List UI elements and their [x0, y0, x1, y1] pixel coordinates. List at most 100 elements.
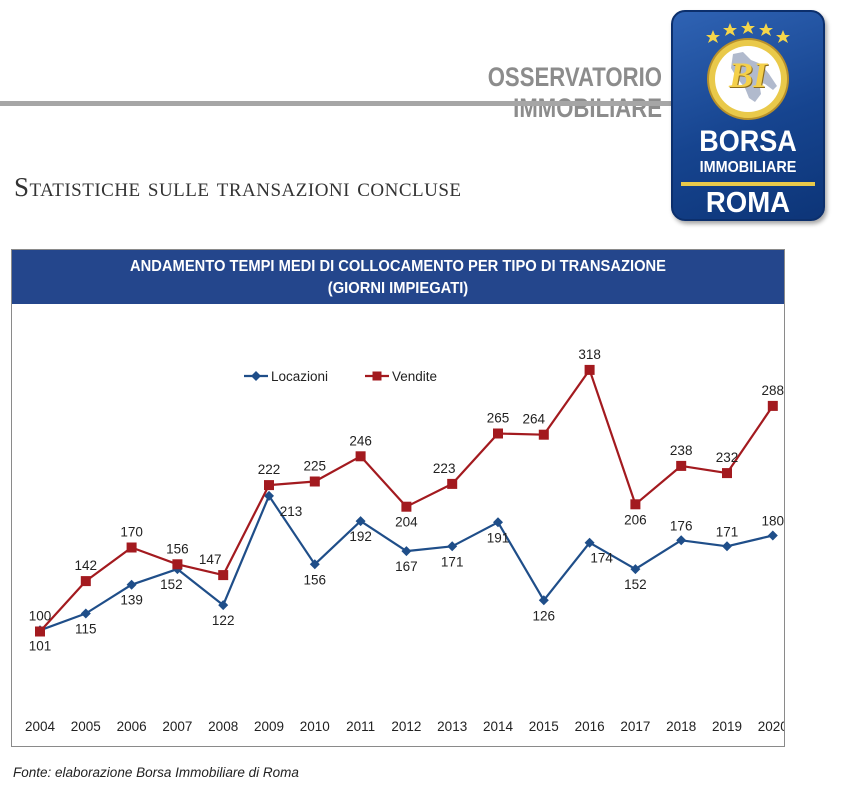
data-point-vendite: [401, 501, 412, 512]
data-point-locazioni: [447, 541, 458, 552]
data-point-locazioni: [722, 541, 732, 552]
data-label-locazioni: 152: [160, 577, 183, 592]
data-point-locazioni: [630, 564, 641, 575]
data-label-vendite: 288: [762, 383, 784, 398]
data-label-locazioni: 139: [120, 593, 143, 608]
data-label-locazioni: 191: [487, 530, 510, 545]
legend-marker-locazioni: [251, 371, 261, 381]
x-tick-label: 2012: [391, 719, 421, 734]
data-label-locazioni: 101: [29, 638, 52, 653]
data-point-vendite: [630, 499, 641, 510]
data-label-vendite: 238: [670, 443, 693, 458]
logo-line-borsa: BORSA: [699, 125, 797, 158]
x-tick-label: 2008: [208, 719, 238, 734]
data-point-vendite: [538, 429, 549, 440]
data-point-vendite: [676, 460, 687, 471]
page-header-title: OSSERVATORIO IMMOBILIARE: [487, 62, 662, 123]
data-point-locazioni: [126, 579, 137, 590]
logo-monogram: BI: [728, 55, 768, 95]
data-label-vendite: 170: [120, 525, 143, 540]
data-point-locazioni: [767, 530, 778, 541]
x-tick-label: 2005: [71, 719, 101, 734]
header-rule: [0, 101, 672, 106]
data-label-locazioni: 174: [590, 551, 613, 566]
x-tick-label: 2007: [162, 719, 192, 734]
data-point-vendite: [126, 542, 137, 553]
x-tick-label: 2006: [117, 719, 147, 734]
data-label-vendite: 156: [166, 541, 189, 556]
data-point-vendite: [355, 451, 366, 462]
data-label-vendite: 264: [523, 412, 546, 427]
line-chart: 2004 2005 2006 2007 2008 2009 2010 2011 2012 2013…: [25, 347, 784, 734]
data-point-vendite: [264, 480, 274, 491]
source-note: Fonte: elaborazione Borsa Immobiliare di…: [13, 765, 299, 780]
data-label-locazioni: 213: [280, 504, 303, 519]
legend-label-locazioni: Locazioni: [271, 369, 328, 384]
x-tick-label: 2010: [300, 719, 330, 734]
data-label-vendite: 204: [395, 515, 418, 530]
data-label-locazioni: 171: [716, 524, 739, 539]
logo-emblem-icon: [706, 21, 790, 120]
data-label-locazioni: 156: [304, 572, 327, 587]
data-point-locazioni: [355, 516, 366, 527]
chart-subtitle: (GIORNI IMPIEGATI): [327, 280, 469, 297]
x-tick-label: 2004: [25, 719, 56, 734]
data-point-locazioni: [309, 559, 320, 570]
x-tick-label: 2016: [575, 719, 605, 734]
data-point-locazioni: [493, 517, 503, 528]
data-label-vendite: 100: [29, 609, 52, 624]
data-point-vendite: [35, 626, 45, 637]
chart-panel: ANDAMENTO TEMPI MEDI DI COLLOCAMENTO PER…: [11, 249, 785, 747]
data-point-vendite: [722, 468, 732, 479]
data-label-locazioni: 167: [395, 559, 418, 574]
chart-title: ANDAMENTO TEMPI MEDI DI COLLOCAMENTO PER…: [130, 258, 666, 275]
data-point-vendite: [80, 576, 91, 587]
x-tick-label: 2017: [620, 719, 650, 734]
data-point-locazioni: [538, 595, 549, 606]
data-label-locazioni: 171: [441, 554, 464, 569]
borsa-immobiliare-logo: BI BORSA IMMOBILIARE ROMA: [671, 10, 825, 221]
data-label-locazioni: 122: [212, 613, 235, 628]
x-tick-label: 2009: [254, 719, 284, 734]
section-title: Statistiche sulle transazioni concluse: [14, 172, 462, 202]
data-label-vendite: 318: [578, 347, 601, 362]
data-label-vendite: 223: [433, 461, 456, 476]
data-label-vendite: 142: [75, 558, 98, 573]
x-tick-label: 2015: [529, 719, 559, 734]
data-label-vendite: 206: [624, 512, 647, 527]
data-label-vendite: 147: [199, 552, 222, 567]
x-tick-label: 2019: [712, 719, 742, 734]
legend-marker-vendite: [372, 371, 382, 381]
data-point-vendite: [493, 428, 503, 439]
data-label-vendite: 222: [258, 462, 281, 477]
data-point-vendite: [767, 400, 778, 411]
data-point-locazioni: [676, 535, 687, 546]
data-point-vendite: [447, 478, 458, 489]
data-point-locazioni: [584, 537, 595, 548]
logo-gold-band: [681, 182, 815, 186]
series-line-vendite: [39, 368, 774, 633]
data-label-locazioni: 152: [624, 577, 647, 592]
data-point-vendite: [309, 476, 320, 487]
data-label-locazioni: 180: [762, 514, 784, 529]
data-label-vendite: 246: [349, 433, 372, 448]
data-label-locazioni: 176: [670, 518, 693, 533]
data-point-locazioni: [401, 546, 412, 557]
x-tick-label: 2014: [483, 719, 514, 734]
data-label-vendite: 232: [716, 450, 739, 465]
data-point-locazioni: [80, 608, 91, 619]
data-point-vendite: [172, 559, 183, 570]
data-label-vendite: 225: [304, 459, 327, 474]
data-point-locazioni: [218, 600, 229, 611]
logo-line-immobiliare: IMMOBILIARE: [699, 159, 797, 176]
x-tick-label: 2011: [346, 719, 375, 734]
data-label-locazioni: 115: [75, 622, 97, 637]
data-label-locazioni: 126: [533, 608, 556, 623]
x-tick-label: 2018: [666, 719, 696, 734]
chart-title-bar: ANDAMENTO TEMPI MEDI DI COLLOCAMENTO PER…: [12, 250, 784, 304]
x-tick-label: 2013: [437, 719, 467, 734]
data-point-vendite: [584, 364, 595, 375]
x-tick-label: 2020: [758, 719, 784, 734]
data-label-locazioni: 192: [349, 529, 372, 544]
data-point-vendite: [218, 570, 229, 581]
